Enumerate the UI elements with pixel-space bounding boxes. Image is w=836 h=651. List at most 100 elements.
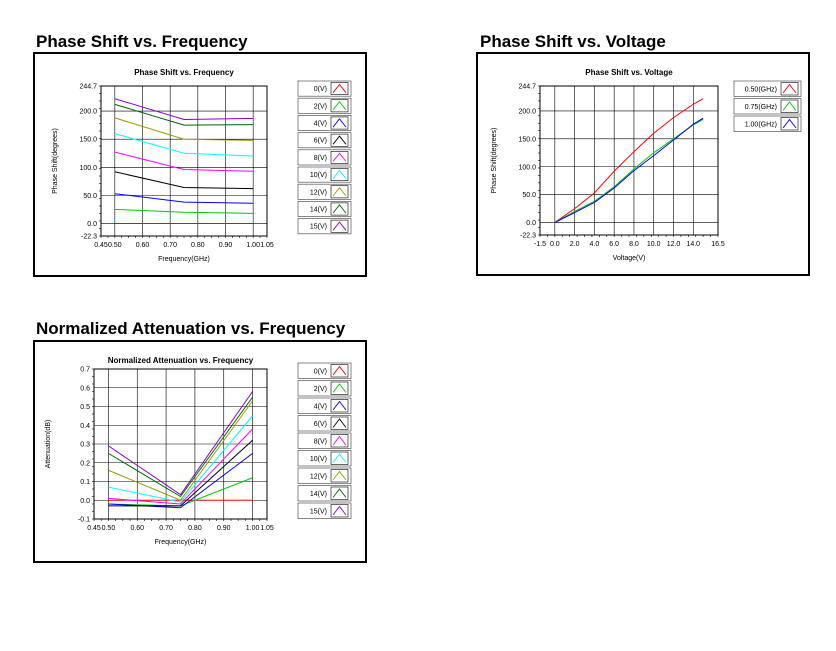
legend-swatch-box — [330, 434, 349, 448]
x-tick-label: 0.80 — [191, 242, 205, 249]
legend-label: 12(V) — [310, 189, 327, 196]
plot-area-frame — [539, 85, 719, 236]
y-axis-label: Phase Shift(degrees) — [52, 128, 59, 194]
x-tick-label: 0.70 — [163, 242, 177, 249]
legend-swatch — [332, 383, 347, 393]
legend-swatch — [332, 400, 347, 411]
x-tick-label: 14.0 — [686, 241, 700, 248]
legend-swatch-box — [330, 469, 349, 483]
legend-swatch-box — [330, 133, 349, 147]
x-tick-label: 0.45 — [87, 525, 101, 532]
series-line — [114, 98, 254, 121]
x-tick-label: 6.0 — [609, 241, 619, 248]
y-tick-label: 0.0 — [87, 221, 97, 228]
x-tick-label: 1.05 — [260, 242, 274, 249]
section-title-phase-volt: Phase Shift vs. Voltage — [480, 32, 666, 51]
legend-label: 0(V) — [314, 368, 327, 375]
y-tick-label: 0.3 — [80, 442, 90, 449]
legend-swatch — [332, 186, 347, 197]
x-tick-label: 1.00 — [246, 525, 260, 532]
legend-swatch-box — [330, 486, 349, 500]
y-tick-label: 0.0 — [526, 220, 536, 227]
legend-swatch — [332, 221, 347, 231]
legend-label: 10(V) — [310, 456, 327, 463]
chart-title: Phase Shift vs. Voltage — [585, 68, 673, 77]
series-line — [108, 396, 253, 498]
series-line — [554, 98, 704, 223]
series-line — [114, 117, 254, 141]
legend-label: 15(V) — [310, 224, 327, 231]
y-tick-label: 200.0 — [518, 108, 536, 115]
y-tick-label: -22.3 — [520, 233, 536, 240]
legend-swatch-box — [330, 99, 349, 113]
y-tick-label: 0.4 — [80, 423, 90, 430]
legend-swatch — [332, 135, 347, 145]
legend-swatch-box — [330, 202, 349, 216]
x-tick-label: 1.00 — [246, 242, 260, 249]
legend-swatch-box — [330, 504, 349, 518]
series-line — [108, 415, 253, 503]
legend-label: 8(V) — [314, 438, 327, 445]
legend-label: 4(V) — [314, 121, 327, 128]
x-tick-label: 10.0 — [647, 241, 661, 248]
series-line — [114, 193, 254, 204]
legend-label: 2(V) — [314, 103, 327, 110]
chart-panel-phase-volt: Phase Shift vs. Voltage -1.5 0.0 2.0 4.0 6.0 8… — [476, 52, 810, 276]
legend-swatch — [332, 204, 347, 214]
legend-swatch-box — [330, 364, 349, 378]
legend-label: 6(V) — [314, 421, 327, 428]
y-tick-label: 50.0 — [83, 193, 97, 200]
legend-label: 8(V) — [314, 155, 327, 162]
legend-swatch-box — [780, 117, 799, 131]
y-tick-label: 0.1 — [80, 479, 90, 486]
x-tick-label: 0.60 — [130, 525, 144, 532]
x-tick-label: 0.45 — [94, 242, 108, 249]
series-line — [108, 391, 253, 496]
section-title-phase-freq: Phase Shift vs. Frequency — [36, 32, 248, 51]
legend-swatch-box — [780, 82, 799, 96]
series-line — [108, 452, 253, 509]
y-tick-label: -0.1 — [78, 517, 90, 524]
x-tick-label: 16.5 — [711, 241, 725, 248]
y-axis-label: Attenuation(dB) — [45, 420, 52, 469]
chart-panel-phase-freq: Phase Shift vs. Frequency 0.45 0.50 0.60 0.7… — [33, 52, 367, 277]
y-tick-label: 50.0 — [522, 192, 536, 199]
section-title-atten-freq: Normalized Attenuation vs. Frequency — [36, 319, 346, 338]
legend-swatch — [332, 418, 347, 428]
legend-swatch — [332, 453, 347, 463]
y-tick-label: 100.0 — [79, 165, 97, 172]
legend-label: 14(V) — [310, 491, 327, 498]
chart-phase-vs-frequency: Phase Shift vs. Frequency 0.45 0.50 0.60 0.7… — [52, 68, 352, 263]
legend-swatch — [332, 435, 347, 446]
x-tick-label: 0.0 — [550, 241, 560, 248]
y-tick-label: 150.0 — [518, 136, 536, 143]
series-line — [114, 208, 254, 214]
series-line — [114, 171, 254, 190]
legend-swatch-box — [780, 99, 799, 113]
chart-title: Normalized Attenuation vs. Frequency — [108, 356, 254, 365]
chart-title: Phase Shift vs. Frequency — [134, 68, 234, 77]
legend-swatch-box — [330, 82, 349, 95]
legend-label: 4(V) — [314, 403, 327, 410]
x-axis-label: Frequency(GHz) — [158, 256, 210, 263]
legend-label: 1.00(GHz) — [745, 121, 777, 128]
x-tick-label: 12.0 — [667, 241, 681, 248]
legend-label: 6(V) — [314, 138, 327, 145]
legend-swatch — [332, 488, 347, 498]
chart-panel-atten-freq: Normalized Attenuation vs. Frequency 0.45… — [33, 340, 367, 563]
y-tick-label: 0.2 — [80, 460, 90, 467]
x-tick-label: 0.50 — [102, 525, 116, 532]
legend-swatch-box — [330, 116, 349, 130]
legend-swatch — [332, 83, 347, 93]
y-tick-label: 0.5 — [80, 404, 90, 411]
chart-attenuation-vs-frequency: Normalized Attenuation vs. Frequency 0.45… — [45, 356, 352, 546]
legend-swatch — [782, 101, 797, 111]
series-line — [114, 103, 254, 126]
x-tick-label: 0.60 — [136, 242, 150, 249]
legend-swatch-box — [330, 381, 349, 395]
x-tick-label: -1.5 — [534, 241, 546, 248]
legend-label: 0.50(GHz) — [745, 86, 777, 93]
legend-swatch — [332, 365, 347, 376]
legend-swatch — [332, 169, 347, 179]
legend-label: 0(V) — [314, 86, 327, 93]
